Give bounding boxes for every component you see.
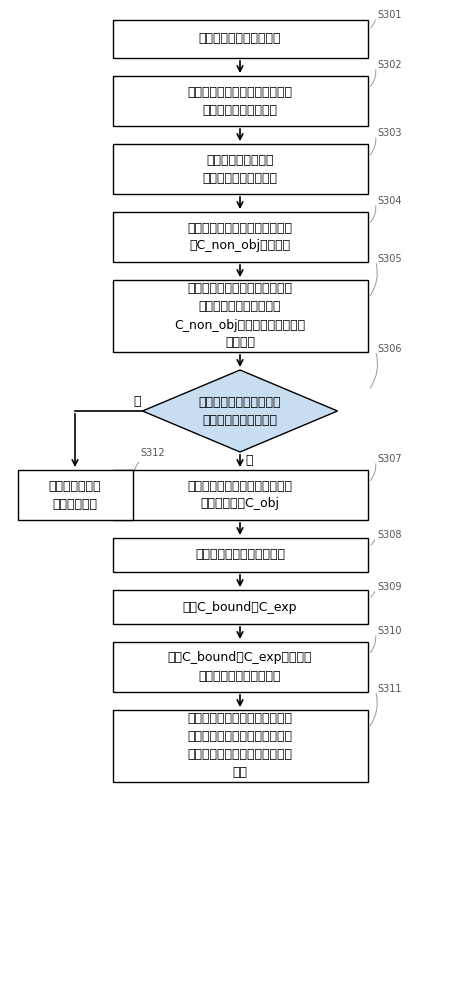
Text: 利用插值法调整所述放射性核素
成像图像中像素的大小: 利用插值法调整所述放射性核素 成像图像中像素的大小: [188, 86, 292, 116]
Bar: [113, 590, 367, 624]
Bar: [113, 538, 367, 572]
Bar: [113, 710, 367, 782]
Polygon shape: [142, 370, 338, 452]
Bar: [113, 76, 367, 126]
Text: S312: S312: [140, 448, 165, 458]
Text: S309: S309: [377, 582, 402, 592]
Text: S307: S307: [377, 454, 402, 464]
Text: 接收放射性核素成像图像: 接收放射性核素成像图像: [199, 32, 281, 45]
Bar: [113, 212, 367, 262]
Text: 计算放射性核素成像
图像中像素的标准化值: 计算放射性核素成像 图像中像素的标准化值: [202, 153, 278, 184]
Bar: [18, 470, 133, 520]
Text: 调整潜在区域的像素的大小: 调整潜在区域的像素的大小: [195, 548, 285, 562]
Bar: [113, 642, 367, 692]
Text: 计算将非目标区域像素误判为目
标区域边界的概率，及将目标区
域内像素误判为目标区域边界的
概率: 计算将非目标区域像素误判为目 标区域边界的概率，及将目标区 域内像素误判为目标区…: [188, 712, 292, 780]
Text: 是: 是: [245, 454, 253, 467]
Text: S305: S305: [377, 254, 402, 264]
Text: 接收用户选取的非目标区域，计
算C_non_obj及标准差: 接收用户选取的非目标区域，计 算C_non_obj及标准差: [188, 222, 292, 252]
Text: 将此潜在区域视
为噪声，删除: 将此潜在区域视 为噪声，删除: [49, 480, 101, 510]
Text: 潜在目标区域的体积大于
或等于预设的最小体积: 潜在目标区域的体积大于 或等于预设的最小体积: [199, 395, 281, 426]
Text: S302: S302: [377, 60, 402, 70]
Text: 计算C_bound及C_exp: 计算C_bound及C_exp: [183, 600, 297, 613]
Bar: [113, 470, 367, 520]
Text: S311: S311: [377, 684, 402, 694]
Text: S304: S304: [377, 196, 402, 206]
Text: S310: S310: [377, 626, 402, 636]
Text: S308: S308: [377, 530, 402, 540]
Bar: [113, 20, 367, 58]
Text: 依据C_bound及C_exp的大小关
系，确定目标区域的边界: 依据C_bound及C_exp的大小关 系，确定目标区域的边界: [168, 652, 312, 682]
Text: 否: 否: [133, 395, 140, 408]
Text: S306: S306: [377, 344, 402, 354]
Text: 依据概率定理及放射性核素成像
图像中像素的标准化值、
C_non_obj及标准差，确定潜在
目标区域: 依据概率定理及放射性核素成像 图像中像素的标准化值、 C_non_obj及标准差…: [175, 282, 305, 350]
Bar: [113, 144, 367, 194]
Bar: [113, 280, 367, 352]
Text: S303: S303: [377, 128, 402, 138]
Text: S301: S301: [377, 10, 402, 20]
Text: 计算所述潜在目标区域内像素的
平均标准化值C_obj: 计算所述潜在目标区域内像素的 平均标准化值C_obj: [188, 480, 292, 510]
